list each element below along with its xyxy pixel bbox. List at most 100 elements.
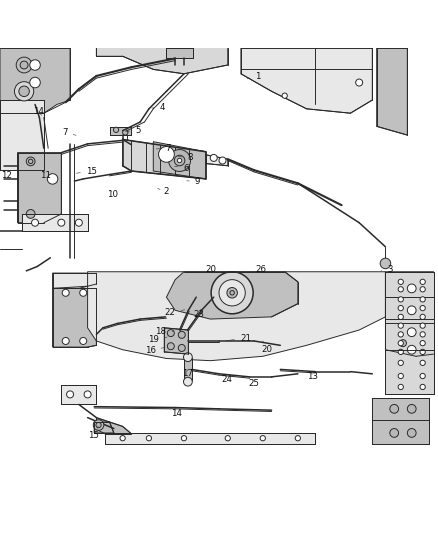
- Text: 18: 18: [155, 327, 173, 336]
- Text: 19: 19: [148, 335, 167, 344]
- Circle shape: [62, 337, 69, 344]
- Circle shape: [47, 174, 58, 184]
- Circle shape: [14, 82, 34, 101]
- Text: 9: 9: [187, 177, 200, 186]
- Polygon shape: [18, 152, 61, 223]
- Polygon shape: [153, 142, 206, 179]
- Polygon shape: [0, 47, 70, 118]
- Text: 7: 7: [62, 128, 76, 137]
- Polygon shape: [88, 272, 385, 361]
- Circle shape: [30, 77, 40, 88]
- Polygon shape: [385, 272, 434, 356]
- Text: 3: 3: [381, 264, 393, 273]
- Circle shape: [230, 290, 234, 295]
- Text: 8: 8: [178, 154, 193, 163]
- Text: 14: 14: [171, 409, 182, 418]
- Text: 4: 4: [152, 103, 166, 112]
- Polygon shape: [166, 272, 298, 319]
- Circle shape: [219, 280, 245, 306]
- Circle shape: [67, 391, 74, 398]
- Polygon shape: [184, 359, 192, 381]
- Circle shape: [380, 258, 391, 269]
- Circle shape: [399, 340, 406, 346]
- Circle shape: [398, 360, 403, 366]
- Circle shape: [356, 79, 363, 86]
- Circle shape: [227, 287, 237, 298]
- Circle shape: [420, 297, 425, 302]
- Polygon shape: [53, 273, 96, 288]
- Circle shape: [159, 147, 174, 162]
- Text: 15: 15: [88, 426, 99, 440]
- Circle shape: [398, 332, 403, 337]
- Circle shape: [219, 157, 226, 164]
- Circle shape: [407, 306, 416, 314]
- Circle shape: [58, 219, 65, 226]
- Circle shape: [420, 305, 425, 311]
- Polygon shape: [377, 47, 407, 135]
- Circle shape: [420, 287, 425, 292]
- Text: 20: 20: [261, 341, 272, 354]
- Text: 21: 21: [226, 334, 251, 343]
- Circle shape: [184, 377, 192, 386]
- Circle shape: [174, 155, 185, 166]
- Polygon shape: [164, 328, 188, 354]
- Circle shape: [20, 61, 28, 69]
- Polygon shape: [206, 155, 228, 166]
- Circle shape: [84, 391, 91, 398]
- Circle shape: [390, 405, 399, 413]
- Circle shape: [420, 384, 425, 390]
- Polygon shape: [22, 214, 88, 231]
- Circle shape: [113, 127, 119, 133]
- Circle shape: [62, 289, 69, 296]
- Circle shape: [181, 435, 187, 441]
- Polygon shape: [385, 272, 434, 393]
- Circle shape: [398, 305, 403, 311]
- Circle shape: [390, 429, 399, 437]
- Circle shape: [420, 349, 425, 354]
- Text: 24: 24: [222, 375, 233, 384]
- Circle shape: [398, 349, 403, 354]
- Circle shape: [167, 343, 174, 350]
- Circle shape: [398, 374, 403, 378]
- Circle shape: [407, 345, 416, 354]
- Polygon shape: [94, 422, 114, 433]
- Circle shape: [178, 344, 185, 351]
- Circle shape: [420, 314, 425, 319]
- Circle shape: [96, 423, 101, 427]
- Circle shape: [398, 297, 403, 302]
- Text: 11: 11: [40, 171, 51, 180]
- Polygon shape: [123, 140, 206, 179]
- Circle shape: [178, 332, 185, 338]
- Text: 15: 15: [76, 166, 97, 175]
- Text: 14: 14: [33, 107, 44, 116]
- Circle shape: [407, 429, 416, 437]
- Text: 26: 26: [249, 264, 266, 273]
- Circle shape: [169, 150, 191, 172]
- Polygon shape: [372, 398, 429, 444]
- Circle shape: [93, 420, 104, 430]
- Polygon shape: [96, 418, 131, 434]
- Text: 1: 1: [247, 72, 261, 81]
- Circle shape: [398, 287, 403, 292]
- Circle shape: [398, 314, 403, 319]
- Text: 20: 20: [205, 264, 216, 273]
- Circle shape: [407, 328, 416, 336]
- Circle shape: [28, 159, 33, 164]
- Text: 13: 13: [307, 373, 318, 382]
- Circle shape: [398, 279, 403, 285]
- Circle shape: [26, 157, 35, 166]
- Circle shape: [146, 435, 152, 441]
- Polygon shape: [241, 47, 372, 113]
- Circle shape: [398, 323, 403, 328]
- Text: 2: 2: [158, 187, 169, 196]
- Circle shape: [184, 353, 192, 361]
- Circle shape: [75, 219, 82, 226]
- Circle shape: [420, 279, 425, 285]
- Circle shape: [420, 374, 425, 378]
- Circle shape: [26, 209, 35, 219]
- Circle shape: [398, 341, 403, 346]
- Text: 6: 6: [174, 164, 189, 173]
- Polygon shape: [105, 433, 315, 444]
- Polygon shape: [166, 47, 193, 59]
- Circle shape: [210, 155, 217, 161]
